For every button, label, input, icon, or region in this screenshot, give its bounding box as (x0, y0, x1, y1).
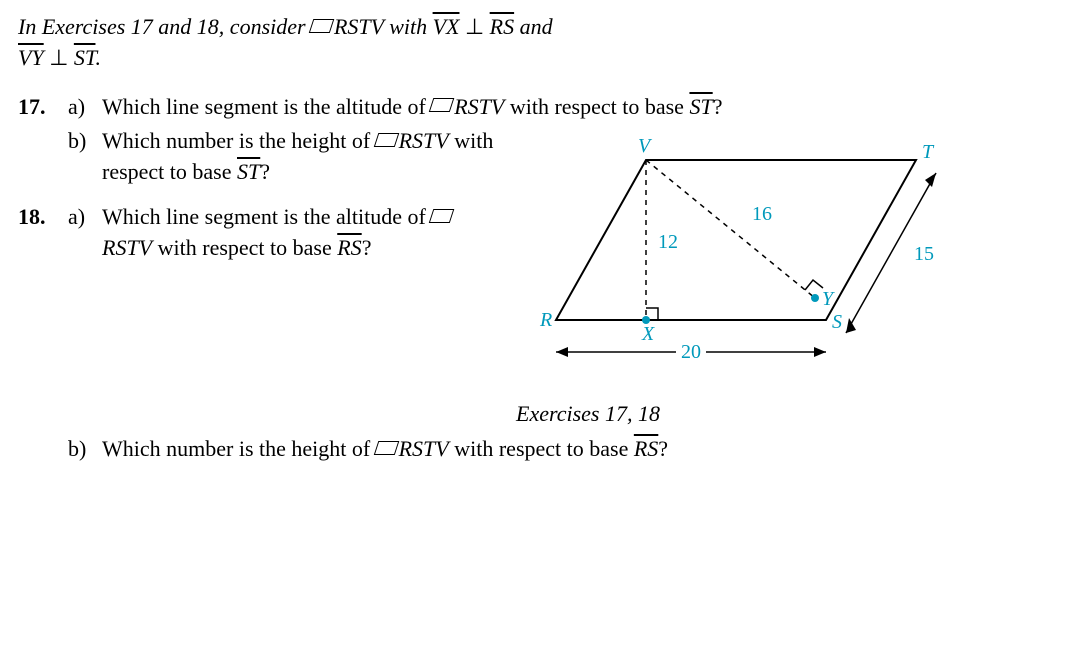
ex17-a-letter: a) (68, 92, 102, 123)
ex17-b-t3: ? (260, 159, 270, 184)
intro-text: In Exercises 17 and 18, consider RSTV wi… (18, 12, 1071, 74)
intro-mid1: with (384, 14, 433, 39)
ex17-body: a) Which line segment is the altitude of… (68, 92, 1071, 469)
ex17-b-seg: ST (237, 159, 260, 184)
dim-vy-value: 16 (752, 203, 772, 225)
arrow-down-icon (846, 318, 856, 333)
ex18-a-t3: ? (362, 235, 372, 260)
label-t: T (922, 141, 935, 163)
exercise-18: 18. a) Which line segment is the altitud… (18, 202, 498, 268)
figure-caption: Exercises 17, 18 (516, 399, 1071, 430)
ex17-a-text: Which line segment is the altitude of RS… (102, 92, 1071, 123)
perp-icon: ⊥ (465, 14, 484, 39)
ex17-a-t3: ? (713, 94, 723, 119)
ex18-a-seg: RS (337, 235, 361, 260)
label-r: R (539, 309, 552, 331)
figure-column: 20 15 12 16 R S T V X Y (516, 126, 1071, 430)
ex18-b-t3: ? (658, 436, 668, 461)
ex18-a-t1: Which line segment is the altitude of (102, 204, 431, 229)
ex18-number: 18. (18, 202, 68, 233)
arrow-left-icon (556, 347, 568, 357)
parallelogram-icon (373, 441, 399, 455)
ex18-b: b) Which number is the height of RSTV wi… (68, 434, 1071, 465)
label-x: X (641, 323, 655, 345)
intro-period: . (95, 45, 101, 70)
arrow-right-icon (814, 347, 826, 357)
arrow-up-icon (925, 173, 936, 187)
ex18-b-t2: with respect to base (449, 436, 634, 461)
point-y-dot (811, 294, 819, 302)
ex17-b-shape: RSTV (399, 128, 449, 153)
exercise-17: 17. a) Which line segment is the altitud… (18, 92, 1071, 469)
parallelogram-icon (429, 209, 455, 223)
intro-seg1: VX (433, 14, 460, 39)
ex17-b: b) Which number is the height of RSTV wi… (68, 126, 498, 188)
ex17-number: 17. (18, 92, 68, 123)
altitude-vy (646, 160, 815, 298)
parallelogram-icon (373, 133, 399, 147)
dim-st-value: 15 (914, 243, 934, 265)
ex17-a-t1: Which line segment is the altitude of (102, 94, 431, 119)
ex18-a-shape: RSTV (102, 235, 152, 260)
intro-prefix: In Exercises 17 and 18, consider (18, 14, 311, 39)
ex18-a-letter: a) (68, 202, 102, 233)
label-v: V (638, 135, 653, 157)
ex18-b-text: Which number is the height of RSTV with … (102, 434, 1071, 465)
intro-mid2: and (514, 14, 553, 39)
ex17-a-seg: ST (689, 94, 712, 119)
ex18-a-text: Which line segment is the altitude of RS… (102, 202, 498, 264)
intro-seg4: ST (74, 45, 96, 70)
ex17-a-t2: with respect to base (504, 94, 689, 119)
ex17-b-text: Which number is the height of RSTV with … (102, 126, 498, 188)
dim-vx-value: 12 (658, 231, 678, 253)
parallelogram-figure: 20 15 12 16 R S T V X Y (516, 130, 956, 380)
intro-shape: RSTV (334, 14, 384, 39)
ex18-body: a) Which line segment is the altitude of… (68, 202, 498, 268)
ex17-18-two-col: b) Which number is the height of RSTV wi… (68, 126, 1071, 430)
ex17-a: a) Which line segment is the altitude of… (68, 92, 1071, 123)
ex18-b-t1: Which number is the height of (102, 436, 376, 461)
intro-seg2: VY (18, 45, 44, 70)
parallelogram-icon (429, 98, 455, 112)
dim-rs-value: 20 (681, 341, 701, 363)
ex18-b-shape: RSTV (399, 436, 449, 461)
right-angle-y (805, 280, 823, 290)
ex18-a: a) Which line segment is the altitude of… (68, 202, 498, 264)
ex18-b-seg: RS (634, 436, 658, 461)
ex17-b-letter: b) (68, 126, 102, 157)
ex17-a-shape: RSTV (454, 94, 504, 119)
ex18-a-t2: with respect to base (152, 235, 337, 260)
label-y: Y (822, 288, 835, 310)
perp-icon: ⊥ (49, 45, 68, 70)
ex17-b-t1: Which number is the height of (102, 128, 376, 153)
parallelogram-path (556, 160, 916, 320)
left-column: b) Which number is the height of RSTV wi… (68, 126, 498, 273)
intro-seg3: RS (490, 14, 514, 39)
label-s: S (832, 311, 842, 333)
parallelogram-icon (309, 19, 335, 33)
ex18-b-letter: b) (68, 434, 102, 465)
